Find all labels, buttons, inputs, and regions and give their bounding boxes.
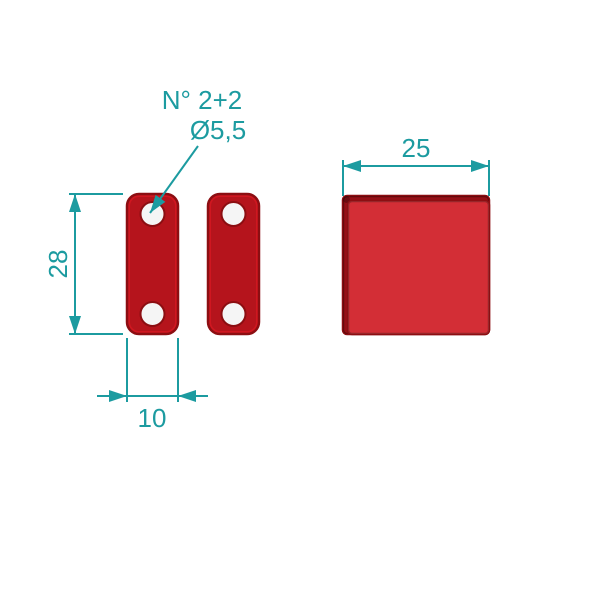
dimension-arrowhead (343, 160, 361, 172)
dimension-arrowhead (471, 160, 489, 172)
dimension-arrowhead (69, 316, 81, 334)
plate-right (208, 194, 259, 334)
dim-width10-label: 10 (138, 403, 167, 433)
plate-right-hole-top (222, 202, 246, 226)
plate-left-hole-bottom (141, 302, 165, 326)
plate-left (127, 194, 178, 334)
dim-width25-label: 25 (402, 133, 431, 163)
callout-quantity: N° 2+2 (162, 85, 243, 115)
dimension-arrowhead (109, 390, 127, 402)
dimension-arrowhead (178, 390, 196, 402)
box-3d (343, 196, 489, 334)
plate-right-hole-bottom (222, 302, 246, 326)
callout-diameter: Ø5,5 (190, 115, 246, 145)
dim-height-label: 28 (43, 250, 73, 279)
box-front-highlight (348, 201, 489, 334)
dimension-arrowhead (69, 194, 81, 212)
